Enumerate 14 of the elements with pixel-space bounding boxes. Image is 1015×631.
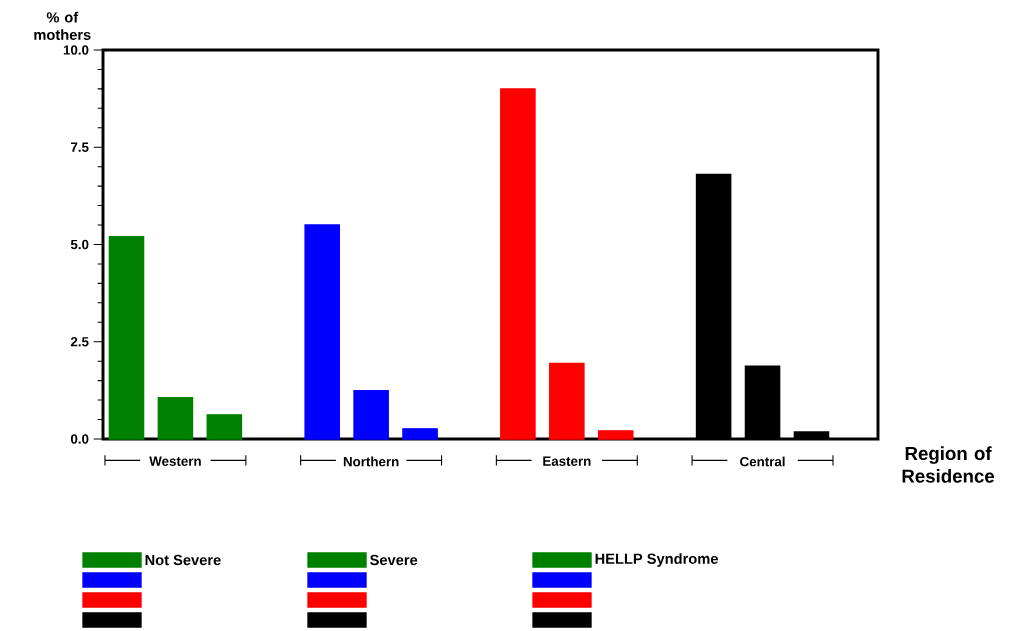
legend-label: HELLP Syndrome [595, 553, 718, 567]
x-tick-label: Eastern [543, 456, 591, 466]
y-tick-label: 0.0 [70, 434, 89, 444]
y-axis-title: % of mothers [34, 11, 91, 40]
x-tick-label: Central [740, 456, 785, 467]
y-tick-label: 10.0 [63, 45, 89, 55]
legend-label: Severe [370, 554, 418, 566]
y-tick-label: 2.5 [70, 337, 89, 347]
y-tick-label: 7.5 [70, 142, 89, 152]
x-tick-label: Western [149, 456, 201, 466]
x-axis-title: Region of Residence [902, 446, 995, 483]
y-tick-label: 5.0 [70, 239, 89, 250]
x-tick-label: Northern [343, 456, 399, 467]
legend-label: Not Severe [145, 554, 221, 566]
